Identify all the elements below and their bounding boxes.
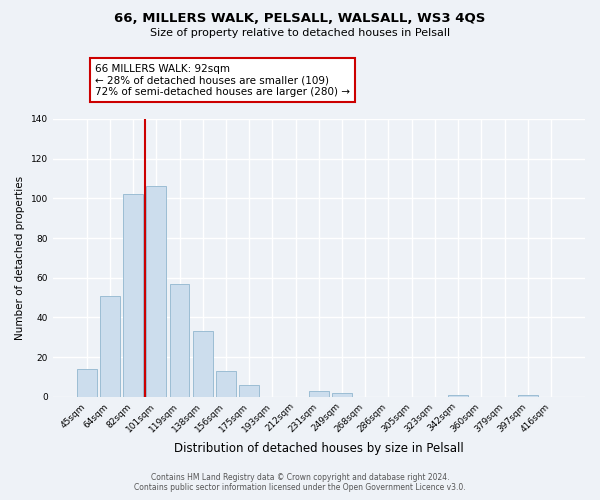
X-axis label: Distribution of detached houses by size in Pelsall: Distribution of detached houses by size … (174, 442, 464, 455)
Bar (216, 371, 236, 396)
Bar (77, 369, 97, 396)
Bar (518, 394, 538, 396)
Bar (170, 284, 190, 397)
Text: 66 MILLERS WALK: 92sqm
← 28% of detached houses are smaller (109)
72% of semi-de: 66 MILLERS WALK: 92sqm ← 28% of detached… (95, 64, 350, 97)
Bar (146, 186, 166, 396)
Bar (123, 194, 143, 396)
Bar (332, 393, 352, 396)
Text: Contains HM Land Registry data © Crown copyright and database right 2024.
Contai: Contains HM Land Registry data © Crown c… (134, 473, 466, 492)
Bar (309, 391, 329, 396)
Text: Size of property relative to detached houses in Pelsall: Size of property relative to detached ho… (150, 28, 450, 38)
Text: 66, MILLERS WALK, PELSALL, WALSALL, WS3 4QS: 66, MILLERS WALK, PELSALL, WALSALL, WS3 … (115, 12, 485, 26)
Bar (448, 394, 468, 396)
Y-axis label: Number of detached properties: Number of detached properties (15, 176, 25, 340)
Bar (193, 332, 212, 396)
Bar (100, 296, 120, 396)
Bar (239, 385, 259, 396)
